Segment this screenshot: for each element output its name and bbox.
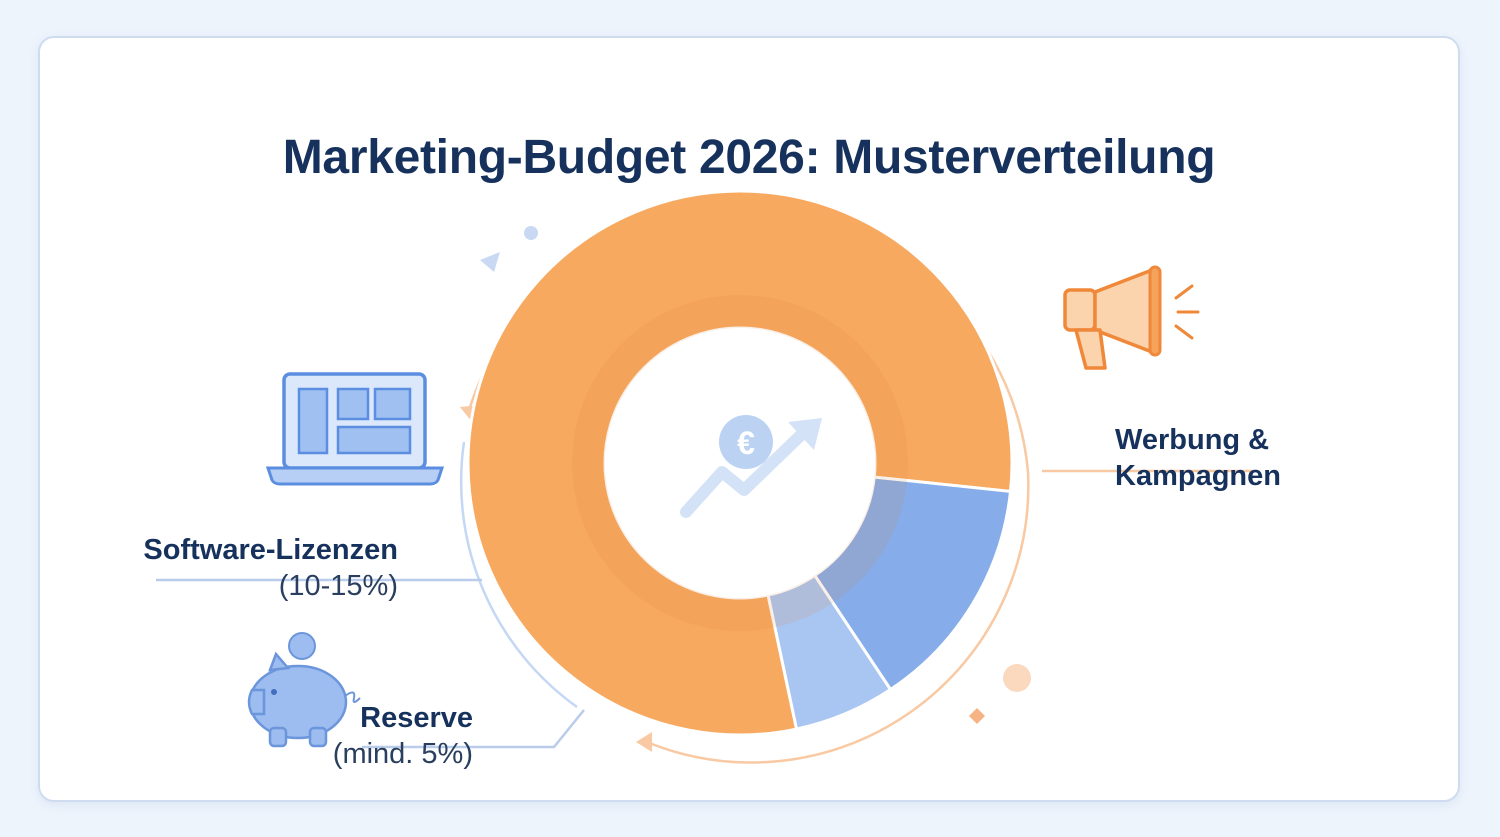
orbit-arc-left bbox=[459, 441, 578, 709]
laptop-icon bbox=[265, 372, 445, 486]
label-software: Software-Lizenzen (10-15%) bbox=[143, 532, 398, 604]
donut-inner-ring bbox=[572, 295, 908, 631]
piggy-bank-icon bbox=[247, 632, 361, 748]
svg-text:€: € bbox=[737, 425, 755, 461]
decor-circle bbox=[1003, 664, 1031, 692]
label-reserve: Reserve (mind. 5%) bbox=[333, 700, 473, 772]
orbit-arc-bottom bbox=[641, 471, 1030, 764]
orbit-arrowhead bbox=[636, 732, 652, 752]
decor-triangle bbox=[480, 252, 500, 272]
label-software-name: Software-Lizenzen bbox=[143, 534, 398, 566]
label-werbung: Werbung & Kampagnen bbox=[1115, 422, 1281, 494]
chart-canvas: € bbox=[156, 189, 1258, 764]
page-title: Marketing-Budget 2026: Musterverteilung bbox=[282, 131, 1216, 184]
label-software-pct: (10-15%) bbox=[278, 570, 398, 602]
decor-dot bbox=[524, 226, 538, 240]
label-reserve-pct: (mind. 5%) bbox=[332, 738, 473, 770]
decor-diamond bbox=[969, 708, 985, 724]
leader-line-reserve bbox=[362, 709, 585, 749]
chart-card: € bbox=[38, 36, 1460, 802]
label-werbung-line2: Kampagnen bbox=[1115, 460, 1281, 492]
megaphone-icon bbox=[1063, 265, 1200, 370]
euro-growth-icon: € bbox=[680, 415, 822, 518]
label-werbung-line1: Werbung & bbox=[1115, 424, 1270, 456]
label-reserve-name: Reserve bbox=[360, 702, 473, 734]
